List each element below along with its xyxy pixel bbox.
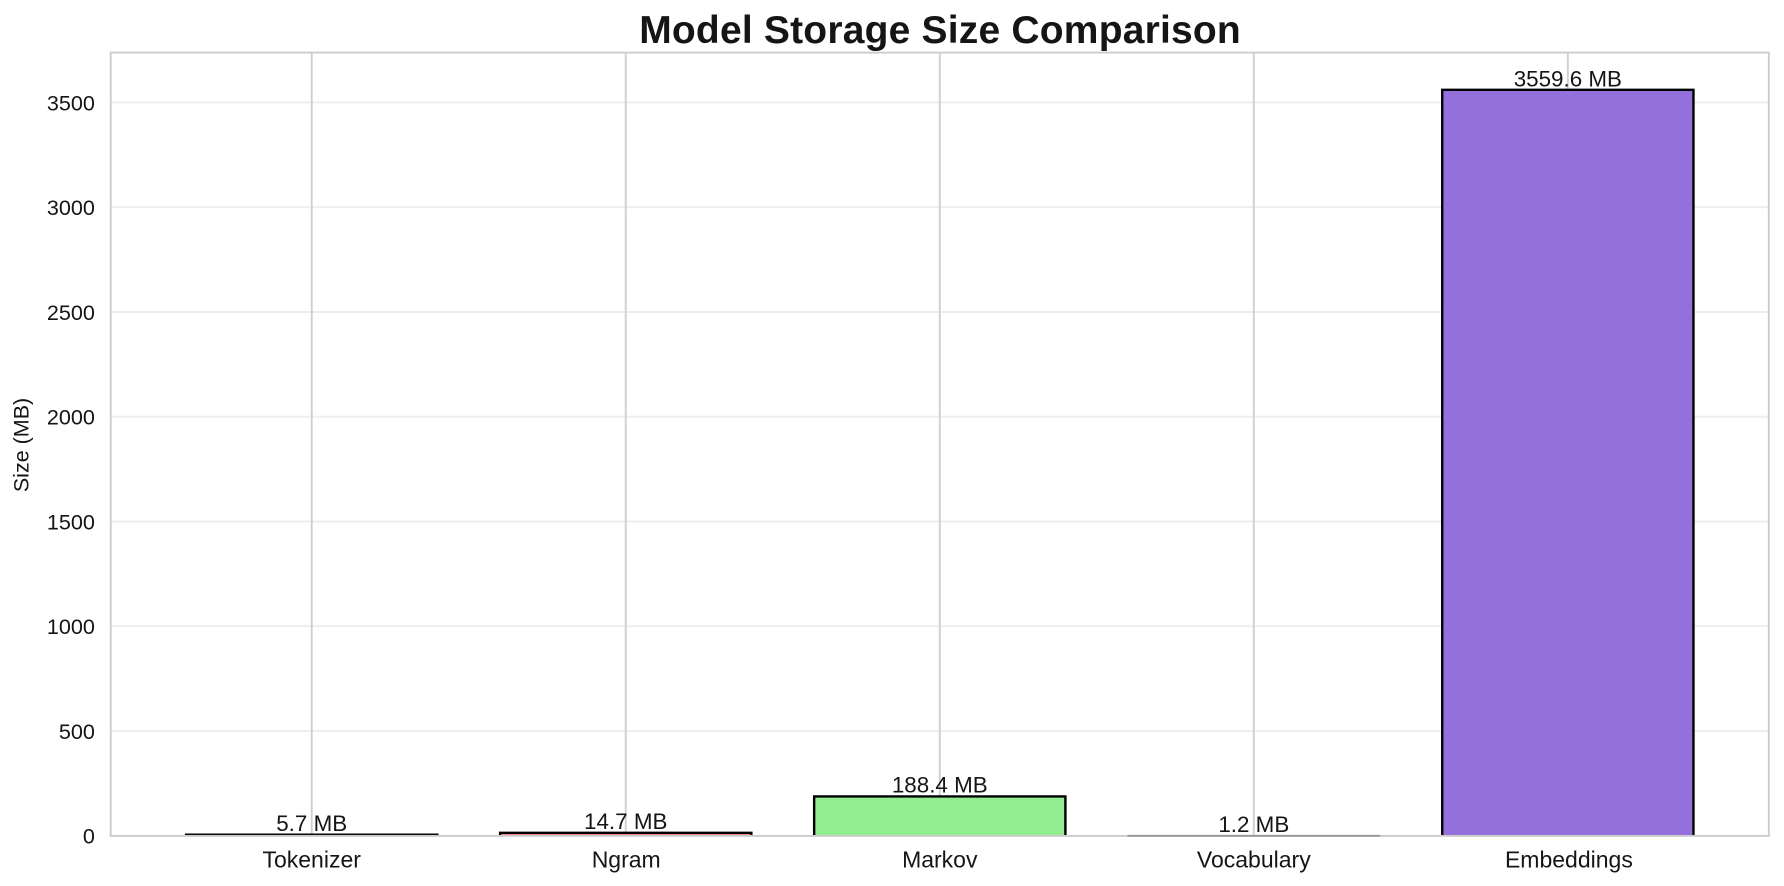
svg-text:Ngram: Ngram: [592, 847, 661, 873]
svg-text:3500: 3500: [47, 90, 95, 115]
svg-text:3559.6 MB: 3559.6 MB: [1514, 67, 1622, 92]
svg-text:0: 0: [83, 824, 95, 849]
svg-text:Tokenizer: Tokenizer: [262, 847, 361, 873]
svg-text:Vocabulary: Vocabulary: [1197, 847, 1311, 873]
svg-text:Embeddings: Embeddings: [1505, 847, 1633, 873]
svg-text:Markov: Markov: [902, 847, 978, 873]
svg-text:14.7 MB: 14.7 MB: [584, 809, 667, 834]
svg-text:2000: 2000: [47, 405, 95, 430]
svg-text:2500: 2500: [47, 300, 95, 325]
svg-text:1500: 1500: [47, 509, 95, 534]
svg-text:188.4 MB: 188.4 MB: [892, 773, 988, 798]
svg-text:500: 500: [59, 719, 95, 744]
svg-text:Size (MB): Size (MB): [10, 398, 34, 492]
svg-text:Model Storage Size Comparison: Model Storage Size Comparison: [639, 9, 1241, 52]
svg-text:1000: 1000: [47, 614, 95, 639]
svg-text:1.2 MB: 1.2 MB: [1218, 812, 1289, 837]
svg-text:5.7 MB: 5.7 MB: [276, 811, 347, 836]
svg-text:3000: 3000: [47, 195, 95, 220]
